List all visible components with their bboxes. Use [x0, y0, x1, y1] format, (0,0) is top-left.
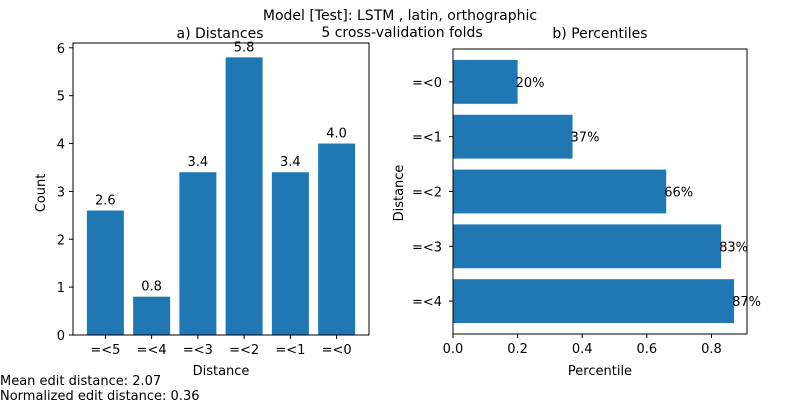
x-tick-label: =<1 [275, 343, 305, 358]
bar-value-label: 0.8 [141, 280, 162, 295]
chart-b-ylabel: Distance [392, 165, 407, 222]
chart-a-title: a) Distances [176, 26, 263, 42]
plot-frame [452, 48, 748, 335]
x-tick-label: 0.0 [443, 342, 464, 357]
y-tick-label: =<0 [412, 76, 442, 91]
chart-b-title: b) Percentiles [552, 26, 647, 42]
bar-value-label: 5.8 [234, 40, 255, 55]
mean-edit-distance: Mean edit distance: 2.07 [0, 374, 161, 389]
bar-percentile-0 [453, 59, 518, 104]
plot-frame [72, 42, 370, 336]
bar-value-label: 20% [516, 76, 545, 91]
bar-distance-3 [225, 57, 263, 335]
bar-distance-0 [86, 210, 124, 335]
bar-distance-4 [271, 172, 309, 335]
bar-value-label: 66% [664, 186, 693, 201]
chart-a-xlabel: Distance [193, 364, 250, 379]
y-tick-label: 6 [57, 42, 65, 57]
y-tick-label: =<2 [412, 186, 442, 201]
y-tick-label: 3 [57, 185, 65, 200]
x-tick-label: 0.2 [507, 342, 528, 357]
bar-value-label: 4.0 [326, 127, 347, 142]
figure-title-line2: 5 cross-validation folds [321, 25, 482, 41]
chart-percentiles: b) Percentiles Percentile Distance 20% =<… [392, 26, 761, 379]
x-tick-label: =<5 [90, 343, 120, 358]
bar-percentile-1 [453, 114, 573, 159]
bar-value-label: 37% [571, 131, 600, 146]
bar-distance-5 [318, 143, 356, 335]
bar-percentile-2 [453, 169, 667, 214]
figure-title-line1: Model [Test]: LSTM , latin, orthographic [263, 8, 537, 24]
y-tick-label: =<1 [412, 131, 442, 146]
y-tick-label: 0 [57, 329, 65, 344]
bar-percentile-4 [453, 279, 735, 324]
y-tick-label: 1 [57, 281, 65, 296]
y-tick-label: 4 [57, 138, 65, 153]
bar-distance-2 [179, 172, 217, 335]
x-tick-label: 0.4 [572, 342, 593, 357]
y-tick-label: =<3 [412, 240, 442, 255]
chart-distances: a) Distances Distance Count 2.6 =<5 0.8 =<4… [34, 26, 370, 379]
x-tick-label: =<2 [229, 343, 259, 358]
bar-value-label: 3.4 [188, 155, 209, 170]
bar-value-label: 2.6 [95, 194, 116, 209]
x-tick-label: =<4 [137, 343, 167, 358]
bar-value-label: 3.4 [280, 155, 301, 170]
x-tick-label: =<0 [322, 343, 352, 358]
chart-b-xlabel: Percentile [568, 364, 632, 379]
x-tick-label: 0.8 [701, 342, 722, 357]
x-tick-label: 0.6 [637, 342, 658, 357]
bar-value-label: 83% [719, 240, 748, 255]
y-tick-label: =<4 [412, 295, 442, 310]
x-tick-label: =<3 [183, 343, 213, 358]
y-tick-label: 5 [57, 90, 65, 105]
y-tick-label: 2 [57, 233, 65, 248]
normalized-edit-distance: Normalized edit distance: 0.36 [0, 389, 200, 400]
bar-distance-1 [133, 296, 171, 335]
chart-a-ylabel: Count [34, 174, 49, 213]
bar-percentile-3 [453, 224, 722, 269]
